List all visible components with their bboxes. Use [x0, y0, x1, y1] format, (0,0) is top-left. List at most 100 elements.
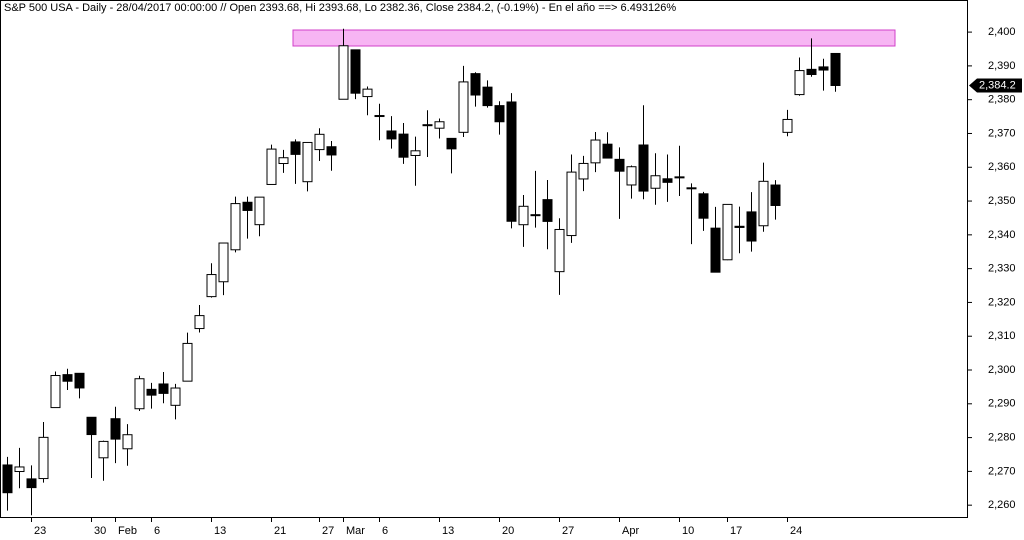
candle-body: [422, 124, 433, 127]
candle-body: [170, 387, 181, 406]
candle-body: [686, 187, 697, 190]
candle-body: [398, 133, 409, 158]
candle-body: [254, 196, 265, 226]
candle-body: [134, 378, 145, 410]
candle-body: [338, 45, 349, 100]
x-tick-label: 27: [322, 525, 334, 537]
candle-body: [350, 49, 361, 94]
candle-body: [794, 70, 805, 96]
x-tick-label: 17: [730, 525, 742, 537]
candle-body: [182, 342, 193, 382]
candle-body: [566, 171, 577, 237]
candle-body: [218, 242, 229, 283]
candle-body: [194, 315, 205, 330]
y-tick-label: 2,370: [988, 127, 1016, 139]
candle-body: [38, 436, 49, 480]
candle-body: [74, 372, 85, 389]
candle-body: [710, 227, 721, 273]
candle-body: [458, 81, 469, 133]
candle-body: [146, 388, 157, 396]
y-tick-label: 2,350: [988, 195, 1016, 207]
candle-body: [482, 86, 493, 107]
plot-frame: [0, 0, 968, 518]
candle-body: [818, 66, 829, 71]
x-tick-label: 13: [214, 525, 226, 537]
candle-body: [626, 166, 637, 186]
candle-body: [242, 201, 253, 211]
candle-body: [50, 375, 61, 409]
candle-body: [362, 88, 373, 98]
candle-body: [734, 225, 745, 228]
candle-body: [230, 203, 241, 251]
y-tick-label: 2,330: [988, 263, 1016, 275]
candle-body: [578, 162, 589, 180]
y-tick-label: 2,300: [988, 364, 1016, 376]
candle-body: [530, 214, 541, 217]
candle-body: [638, 144, 649, 192]
candle-body: [110, 418, 121, 440]
candle-body: [62, 374, 73, 382]
candle-body: [662, 178, 673, 183]
candle-body: [650, 175, 661, 189]
candle-body: [410, 150, 421, 156]
x-tick-label: 30: [94, 525, 106, 537]
candle-body: [206, 274, 217, 298]
x-tick-label: 10: [682, 525, 694, 537]
candle-body: [446, 137, 457, 150]
y-tick-label: 2,340: [988, 229, 1016, 241]
candle-body: [314, 133, 325, 151]
candle-body: [722, 203, 733, 261]
candle-body: [782, 118, 793, 133]
candle-body: [302, 141, 313, 183]
candle-body: [278, 157, 289, 165]
candle-body: [86, 416, 97, 436]
candle-body: [758, 180, 769, 227]
y-tick-label: 2,290: [988, 398, 1016, 410]
candle-body: [746, 211, 757, 242]
candle-body: [614, 158, 625, 172]
candle-body: [122, 434, 133, 450]
x-tick-label: 23: [34, 525, 46, 537]
x-tick-label: Feb: [118, 525, 137, 537]
x-tick-label: 24: [790, 525, 802, 537]
y-tick-label: 2,400: [988, 26, 1016, 38]
candle-body: [290, 141, 301, 155]
x-tick-label: 13: [442, 525, 454, 537]
y-tick-label: 2,280: [988, 431, 1016, 443]
y-tick-label: 2,260: [988, 499, 1016, 511]
y-tick-label: 2,310: [988, 330, 1016, 342]
last-price-label: 2,384.2: [979, 79, 1016, 91]
x-tick-label: Apr: [622, 525, 639, 537]
candle-body: [698, 193, 709, 219]
candle-body: [434, 121, 445, 129]
candle-body: [2, 464, 13, 494]
candle-body: [830, 52, 841, 86]
candle-body: [602, 143, 613, 159]
candle-body: [806, 68, 817, 76]
y-tick-label: 2,270: [988, 465, 1016, 477]
y-tick-label: 2,320: [988, 296, 1016, 308]
candle-body: [326, 146, 337, 156]
candle-body: [98, 440, 109, 459]
last-price-tag: [969, 78, 1022, 93]
candle-body: [266, 148, 277, 185]
x-tick-label: 6: [154, 525, 160, 537]
x-tick-label: 6: [382, 525, 388, 537]
candle-body: [494, 105, 505, 123]
candle-body: [386, 130, 397, 140]
candle-body: [506, 101, 517, 222]
x-tick-label: 20: [502, 525, 514, 537]
chart-title: S&P 500 USA - Daily - 28/04/2017 00:00:0…: [4, 2, 676, 14]
candle-body: [674, 176, 685, 179]
candle-body: [542, 199, 553, 222]
highlight-zone: [292, 29, 896, 47]
candle-body: [770, 184, 781, 206]
candle-body: [590, 139, 601, 164]
candle-body: [518, 205, 529, 226]
y-tick-label: 2,360: [988, 161, 1016, 173]
y-tick-label: 2,390: [988, 60, 1016, 72]
candle-body: [26, 478, 37, 489]
x-tick-label: 21: [274, 525, 286, 537]
